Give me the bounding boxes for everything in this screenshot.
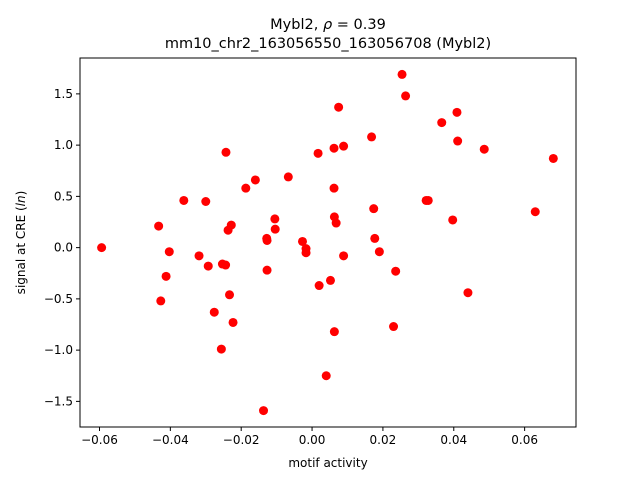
data-point-42 (367, 132, 377, 142)
data-point-6 (194, 251, 204, 261)
data-point-17 (228, 317, 238, 327)
x-tick-label: 0.02 (370, 433, 397, 447)
data-point-3 (161, 271, 171, 281)
chart-title-line2: mm10_chr2_163056550_163056708 (Mybl2) (165, 36, 491, 52)
data-point-47 (391, 266, 401, 276)
data-point-19 (250, 175, 260, 185)
data-point-24 (270, 214, 280, 224)
data-point-54 (452, 107, 462, 117)
data-point-1 (154, 221, 164, 231)
data-point-4 (164, 247, 174, 257)
x-axis-label: motif activity (288, 456, 367, 470)
data-point-45 (374, 247, 384, 257)
chart-title-line1: Mybl2, ρ = 0.39 (270, 17, 386, 33)
y-axis-label: signal at CRE (ln) (14, 191, 28, 295)
data-point-48 (397, 69, 407, 79)
data-point-9 (209, 307, 219, 317)
data-point-39 (334, 102, 344, 112)
data-point-22 (262, 235, 272, 245)
data-point-40 (339, 141, 349, 151)
data-point-18 (241, 183, 251, 193)
x-tick-label: −0.02 (223, 433, 260, 447)
x-tick-label: −0.06 (81, 433, 118, 447)
y-tick-label: −1.0 (44, 343, 73, 357)
x-tick-label: 0.00 (299, 433, 326, 447)
data-point-58 (530, 207, 540, 217)
y-tick-label: −0.5 (44, 292, 73, 306)
data-point-16 (226, 220, 236, 230)
data-point-20 (259, 406, 269, 416)
data-point-46 (389, 322, 399, 332)
title-suffix: = 0.39 (332, 17, 386, 33)
data-point-52 (437, 118, 447, 128)
data-point-41 (339, 251, 349, 261)
y-tick-label: 1.0 (54, 138, 73, 152)
y-tick-label: 0.0 (54, 241, 73, 255)
plot-frame (79, 57, 577, 428)
data-point-59 (548, 153, 558, 163)
data-point-10 (216, 344, 226, 354)
data-point-8 (203, 261, 213, 271)
x-tick-label: 0.04 (440, 433, 467, 447)
data-point-30 (313, 148, 323, 158)
data-point-31 (314, 281, 324, 291)
title-prefix: Mybl2, (270, 17, 323, 33)
data-point-44 (370, 233, 380, 243)
data-points (97, 69, 558, 416)
data-point-49 (401, 91, 411, 101)
data-point-5 (179, 195, 189, 205)
data-point-29 (301, 248, 311, 258)
data-point-35 (329, 183, 339, 193)
title-rho-symbol: ρ (323, 17, 333, 33)
y-axis-ticks: −1.5 −1.0 −0.5 0.0 0.5 1.0 1.5 (44, 87, 80, 408)
data-point-12 (221, 260, 231, 270)
x-axis-ticks: −0.06 −0.04 −0.02 0.00 0.02 0.04 0.06 (81, 427, 538, 447)
data-point-57 (479, 144, 489, 154)
y-axis-label-prefix: signal at CRE ( (14, 206, 28, 294)
data-point-43 (369, 204, 379, 214)
data-point-56 (463, 288, 473, 298)
data-point-23 (262, 265, 272, 275)
y-axis-label-suffix: ) (14, 191, 28, 196)
data-point-53 (448, 215, 458, 225)
data-point-33 (325, 275, 335, 285)
x-tick-label: 0.06 (511, 433, 538, 447)
data-point-34 (329, 143, 339, 153)
data-point-55 (453, 136, 463, 146)
data-point-26 (283, 172, 293, 182)
data-point-25 (270, 224, 280, 234)
data-point-2 (156, 296, 166, 306)
data-point-0 (97, 243, 107, 253)
data-point-15 (225, 290, 235, 300)
data-point-13 (221, 147, 231, 157)
y-tick-label: 1.5 (54, 87, 73, 101)
data-point-7 (201, 197, 211, 206)
data-point-37 (329, 327, 339, 337)
data-point-32 (321, 371, 331, 381)
data-point-51 (423, 195, 433, 205)
x-tick-label: −0.04 (152, 433, 189, 447)
y-axis-label-italic: ln (14, 195, 28, 206)
data-point-27 (297, 236, 307, 246)
data-point-38 (331, 218, 341, 228)
y-tick-label: −1.5 (44, 394, 73, 408)
y-tick-label: 0.5 (54, 189, 73, 203)
